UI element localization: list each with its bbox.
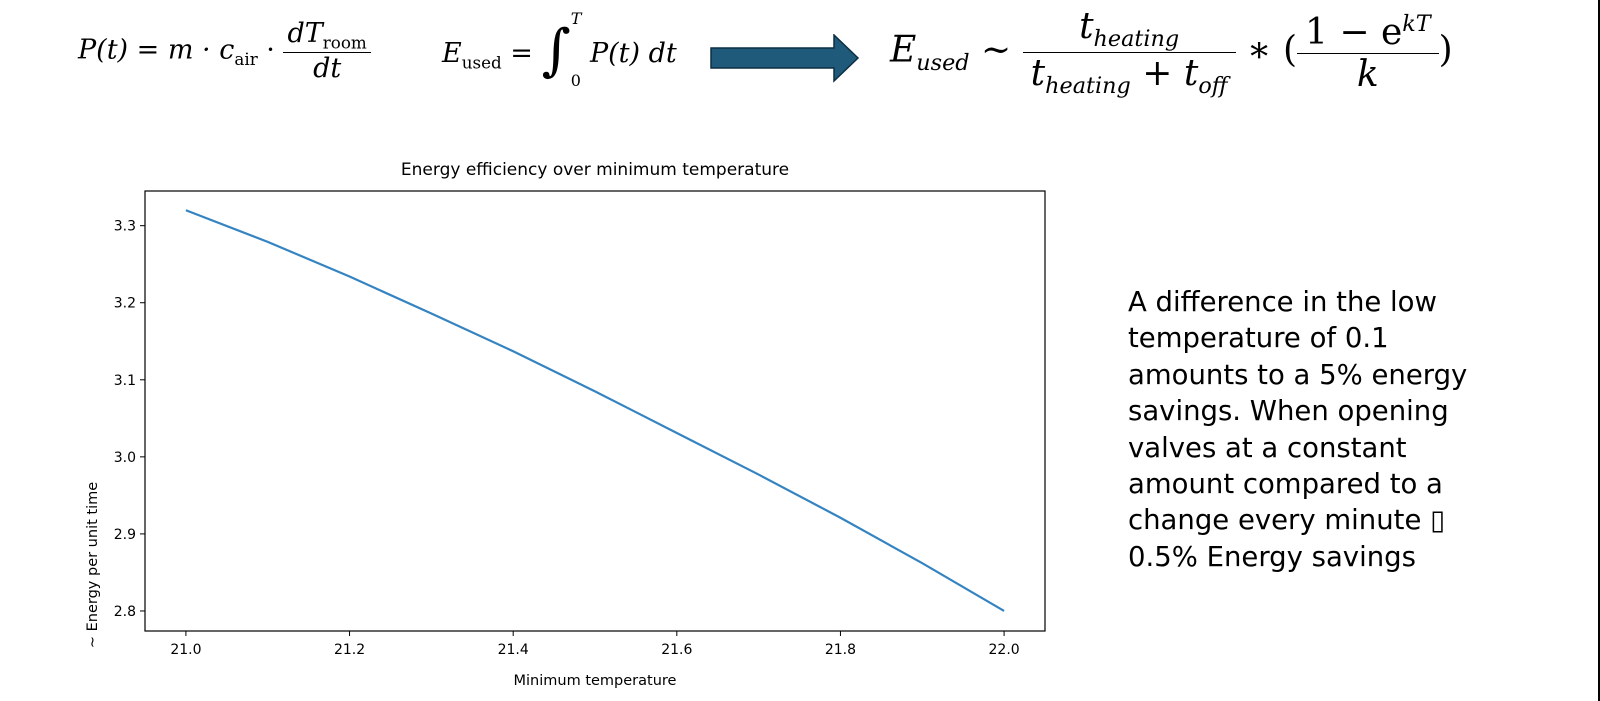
- prop-formula-close: ): [1438, 29, 1453, 71]
- power-formula-c-subscript: air: [234, 49, 258, 70]
- energy-formula-lhs: E: [442, 38, 462, 69]
- axes-frame: [144, 190, 1046, 632]
- prop-formula-star: ∗ (: [1247, 29, 1297, 71]
- x-tick-label: 21.6: [661, 642, 692, 658]
- x-tick-label: 21.8: [825, 642, 856, 658]
- y-tick-label: 2.9: [114, 527, 136, 543]
- derivative-numerator: dT: [287, 18, 323, 49]
- slide-edge-divider: [1598, 0, 1600, 701]
- power-formula-lhs: P(t) = m · c: [78, 34, 235, 66]
- line-chart: Energy efficiency over minimum temperatu…: [85, 160, 1046, 689]
- prop-formula-lhs-subscript: used: [916, 49, 970, 76]
- power-formula: P(t) = m · cair · dTroom dt: [78, 18, 371, 84]
- energy-formula-equals: =: [510, 38, 533, 69]
- exp-numerator-superscript: kT: [1402, 10, 1431, 37]
- x-tick-label: 21.4: [498, 642, 529, 658]
- ratio-denominator-plus: +: [1142, 53, 1173, 95]
- y-tick-label: 3.1: [114, 373, 136, 389]
- ratio-denominator-b-subscript: off: [1198, 73, 1228, 100]
- ratio-denominator-a: t: [1030, 53, 1046, 95]
- exp-denominator: k: [1356, 53, 1379, 95]
- conclusion-text: A difference in the low temperature of 0…: [1128, 286, 1468, 573]
- integral-sign: ∫: [541, 18, 571, 83]
- y-tick-label: 3.2: [114, 296, 136, 312]
- x-axis-label: Minimum temperature: [514, 673, 677, 689]
- y-tick-label: 3.3: [114, 219, 136, 235]
- chart-title: Energy efficiency over minimum temperatu…: [401, 160, 789, 180]
- exponential-fraction: 1 − ekT k: [1297, 11, 1439, 95]
- plot-area: 21.0 21.2 21.4 21.6 21.8 22.0 2.8 2.9 3.0 3.1 3.2 3…: [114, 190, 1046, 658]
- power-formula-derivative: dTroom dt: [283, 18, 371, 85]
- x-tick-label: 21.2: [334, 642, 365, 658]
- ratio-denominator-b: t: [1183, 53, 1199, 95]
- x-tick-label: 22.0: [989, 642, 1020, 658]
- ratio-numerator-subscript: heating: [1093, 26, 1180, 53]
- integrand: P(t) dt: [589, 38, 677, 69]
- power-formula-dot: ·: [266, 34, 275, 66]
- right-arrow-icon: [710, 34, 860, 83]
- integral-lower-limit: 0: [570, 70, 581, 90]
- exp-numerator: 1 − e: [1305, 11, 1403, 53]
- ratio-numerator: t: [1079, 6, 1094, 47]
- prop-formula-sim: ∼: [981, 29, 1012, 71]
- energy-formula-lhs-subscript: used: [461, 52, 502, 73]
- integral-upper-limit: T: [570, 8, 582, 28]
- y-tick-label: 3.0: [114, 450, 136, 466]
- ratio-denominator-a-subscript: heating: [1045, 73, 1131, 100]
- energy-integral-formula: Eused = ∫ T 0 P(t) dt: [442, 10, 677, 88]
- derivative-denominator: dt: [313, 53, 342, 85]
- heating-ratio-fraction: theating theating + toff: [1022, 6, 1236, 100]
- y-tick-label: 2.8: [114, 604, 136, 620]
- energy-proportional-formula: Eused ∼ theating theating + toff ∗ ( 1 −…: [890, 6, 1453, 99]
- derivative-numerator-subscript: room: [322, 32, 367, 53]
- x-tick-label: 21.0: [170, 642, 201, 658]
- series-line-0: [185, 209, 1005, 612]
- prop-formula-lhs: E: [890, 29, 917, 71]
- y-axis-label: ~ Energy per unit time: [85, 482, 101, 648]
